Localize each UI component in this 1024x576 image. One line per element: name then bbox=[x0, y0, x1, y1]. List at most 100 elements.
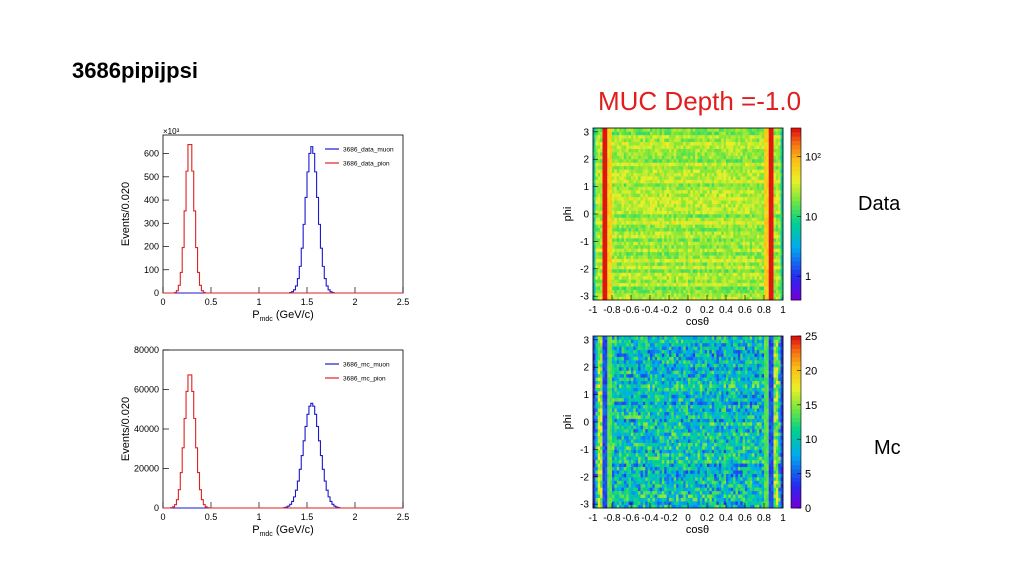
heatmap-cell bbox=[685, 262, 689, 266]
heatmap-cell bbox=[775, 172, 779, 177]
heatmap-cell bbox=[621, 336, 625, 340]
heatmap-cell bbox=[638, 248, 641, 253]
heatmap-cell bbox=[657, 262, 660, 266]
heatmap-cell bbox=[752, 275, 755, 280]
heatmap-cell bbox=[593, 363, 596, 368]
heatmap-cell bbox=[619, 155, 622, 160]
heatmap-cell bbox=[766, 265, 770, 270]
heatmap-cell bbox=[631, 238, 634, 242]
heatmap-cell bbox=[626, 165, 629, 170]
heatmap-cell bbox=[602, 293, 606, 297]
heatmap-cell bbox=[602, 439, 606, 443]
heatmap-cell bbox=[676, 234, 679, 239]
heatmap-cell bbox=[640, 227, 644, 232]
heatmap-cell bbox=[740, 275, 743, 280]
heatmap-cell bbox=[740, 134, 743, 139]
heatmap-cell bbox=[690, 207, 694, 211]
heatmap-cell bbox=[671, 234, 675, 239]
heatmap-cell bbox=[742, 224, 746, 229]
heatmap-cell bbox=[619, 224, 622, 229]
heatmap-cell bbox=[735, 134, 739, 139]
heatmap-cell bbox=[728, 193, 732, 198]
heatmap-cell bbox=[661, 162, 665, 167]
heatmap-cell bbox=[600, 128, 603, 132]
heatmap-cell bbox=[780, 196, 784, 201]
heatmap-cell bbox=[631, 452, 634, 457]
heatmap-cell bbox=[659, 220, 663, 225]
heatmap-cell bbox=[704, 231, 708, 235]
heatmap-cell bbox=[607, 422, 610, 426]
heatmap-cell bbox=[709, 169, 713, 174]
heatmap-cell bbox=[683, 189, 686, 194]
heatmap-cell bbox=[780, 210, 784, 215]
heatmap-cell bbox=[657, 286, 660, 290]
heatmap-cell bbox=[723, 186, 727, 191]
heatmap-cell bbox=[697, 275, 701, 280]
heatmap-cell bbox=[597, 196, 601, 201]
heatmap-cell bbox=[709, 241, 713, 246]
heatmap-cell bbox=[623, 401, 627, 406]
heatmap-cell bbox=[692, 196, 696, 201]
heatmap-cell bbox=[780, 152, 784, 156]
heatmap-cell bbox=[631, 384, 634, 388]
heatmap-cell bbox=[707, 210, 710, 215]
heatmap-cell bbox=[616, 411, 620, 416]
heatmap-cell bbox=[749, 251, 753, 256]
heatmap-cell bbox=[699, 200, 703, 204]
heatmap-cell bbox=[626, 128, 629, 132]
heatmap-cell bbox=[619, 172, 622, 177]
heatmap-cell bbox=[602, 501, 606, 505]
heatmap-cell bbox=[652, 234, 656, 239]
heatmap-cell bbox=[699, 189, 703, 194]
heatmap-cell bbox=[616, 418, 620, 423]
heatmap-cell bbox=[692, 152, 696, 156]
heatmap-cell bbox=[650, 227, 653, 232]
heatmap-cell bbox=[602, 377, 606, 382]
heatmap-cell bbox=[593, 158, 596, 163]
heatmap-cell bbox=[671, 262, 675, 266]
heatmap-cell bbox=[688, 286, 691, 290]
heatmap-cell bbox=[614, 356, 618, 361]
heatmap-cell bbox=[737, 272, 741, 277]
heatmap-cell bbox=[602, 148, 606, 153]
heatmap-cell bbox=[645, 210, 648, 215]
heatmap-cell bbox=[771, 262, 774, 266]
heatmap-cell bbox=[616, 227, 620, 232]
heatmap-cell bbox=[623, 490, 627, 495]
heatmap-cell bbox=[764, 234, 767, 239]
heatmap-cell bbox=[612, 155, 615, 160]
heatmap-cell bbox=[775, 165, 779, 170]
heatmap-cell bbox=[699, 220, 703, 225]
heatmap-cell bbox=[742, 179, 746, 184]
heatmap-cell bbox=[714, 293, 717, 297]
heatmap-cell bbox=[768, 289, 772, 294]
heatmap-cell bbox=[766, 148, 770, 153]
heatmap-cell bbox=[623, 428, 627, 433]
heatmap-cell bbox=[666, 158, 670, 163]
heatmap-cell bbox=[628, 366, 632, 371]
heatmap-cell bbox=[597, 473, 601, 478]
heatmap-cell bbox=[654, 172, 658, 177]
heatmap-cell bbox=[775, 269, 779, 273]
heatmap-cell bbox=[683, 169, 686, 174]
heatmap-cell bbox=[612, 404, 615, 409]
heatmap-cell bbox=[661, 141, 665, 146]
heatmap-cell bbox=[595, 497, 599, 502]
heatmap-cell bbox=[604, 234, 608, 239]
heatmap-cell bbox=[650, 255, 653, 260]
heatmap-cell bbox=[600, 377, 603, 382]
heatmap-cell bbox=[745, 131, 748, 136]
heatmap-cell bbox=[640, 231, 644, 235]
heatmap-cell bbox=[628, 131, 632, 136]
heatmap-cell bbox=[709, 158, 713, 163]
colorbar-frame bbox=[790, 127, 802, 301]
heatmap-cell bbox=[740, 172, 743, 177]
heatmap-cell bbox=[628, 463, 632, 468]
heatmap-cell bbox=[607, 158, 610, 163]
heatmap-cell bbox=[642, 210, 646, 215]
heatmap-cell bbox=[745, 296, 748, 301]
heatmap-cell bbox=[716, 214, 720, 218]
heatmap-cell bbox=[626, 134, 629, 139]
heatmap-cell bbox=[626, 176, 629, 180]
heatmap-cell bbox=[723, 217, 727, 222]
